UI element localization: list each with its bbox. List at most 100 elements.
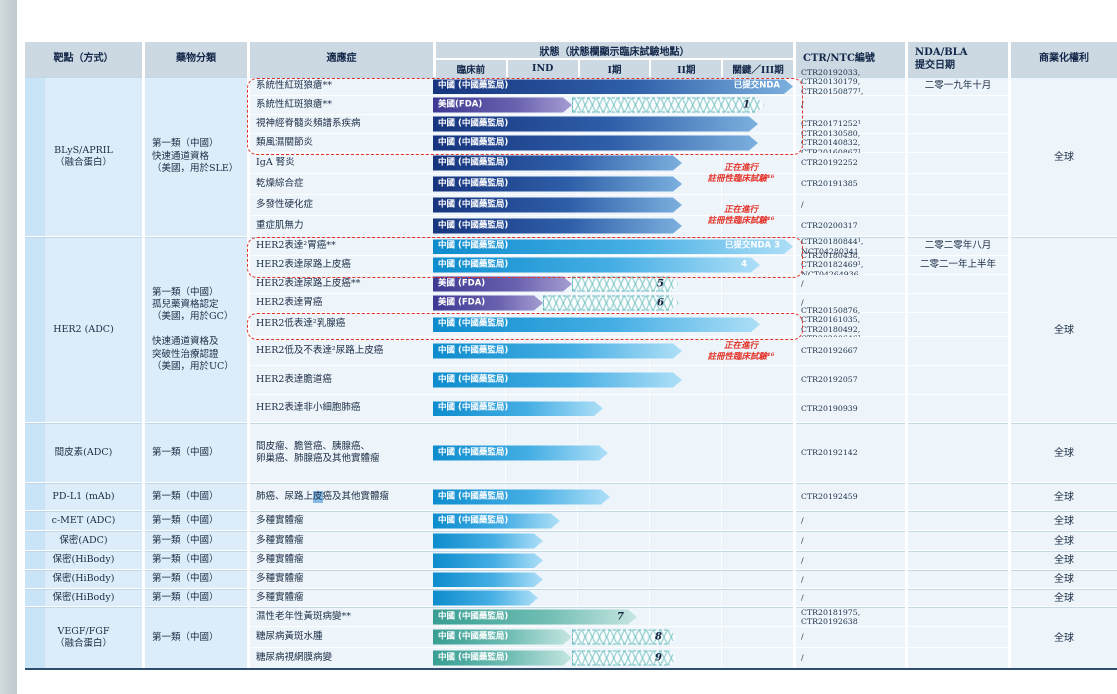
- drug-class-cell: 第一類（中國） 快速通道資格 （美國，用於SLE）: [145, 77, 247, 237]
- drug-class-cell: 第一類（中國）: [145, 531, 247, 551]
- pipeline-bar: 中國 (中國藥監局): [433, 117, 758, 132]
- phase-header-phase2: II期: [651, 60, 722, 77]
- ctr-cell: /: [796, 551, 905, 570]
- bar-hatched-segment: 8: [572, 630, 677, 645]
- indication-highlighted-char: 皮: [313, 490, 323, 504]
- indication-cell: 系統性紅斑狼瘡**: [250, 77, 433, 96]
- pipeline-bar: 中國 (中國藥監局): [433, 198, 682, 213]
- status-cell: 中國 (中國藥監局): [433, 366, 793, 395]
- bar-location-label: 中國 (中國藥監局): [438, 80, 509, 91]
- pipeline-bar: 中國 (中國藥監局): [433, 401, 603, 416]
- bar-location-label: 中國 (中國藥監局): [438, 447, 509, 458]
- ctr-cell: /: [796, 648, 905, 669]
- ongoing-trial-note: 正在進行 註冊性臨床試驗¹⁶: [707, 163, 775, 185]
- bar-location-label: 中國 (中國藥監局): [438, 178, 509, 189]
- bar-location-label: 中國 (中國藥監局): [438, 240, 509, 251]
- pipeline-bar: 中國 (中國藥監局): [433, 490, 610, 505]
- status-header-title: 狀態（狀態欄顯示臨床試驗地點）: [436, 42, 793, 58]
- status-cell: 中國 (中國藥監局): [433, 134, 793, 153]
- nda-date-cell: [908, 423, 1008, 483]
- nda-date-cell: [908, 337, 1008, 366]
- indication-cell: 間皮瘤、膽管癌、胰腺癌、 卵巢癌、肺腺癌及其他實體瘤: [250, 423, 433, 483]
- nda-date-cell: [908, 275, 1008, 294]
- indication-cell: HER2表達尿路上皮癌**: [250, 275, 433, 294]
- target-cell: PD-L1 (mAb): [25, 483, 142, 511]
- drug-class-cell: 第一類（中國）: [145, 483, 247, 511]
- indication-cell: 系統性紅斑狼瘡**: [250, 96, 433, 115]
- bar-location-label: 中國 (中國藥監局): [438, 199, 509, 210]
- ctr-cell: CTR20200317: [796, 216, 905, 237]
- indication-cell: 多種實體瘤: [250, 570, 433, 589]
- bar-status-label: 已提交NDA: [733, 80, 780, 91]
- bar-location-label: 美國 (FDA): [438, 297, 486, 308]
- ctr-cell: /: [796, 96, 905, 115]
- nda-date-cell: [908, 96, 1008, 115]
- pipeline-bar: [433, 591, 538, 606]
- indication-cell: HER2低及不表達²尿路上皮癌: [250, 337, 433, 366]
- drug-class-cell: 第一類（中國）: [145, 589, 247, 607]
- bar-phase-solid: 中國 (中國藥監局): [433, 651, 572, 666]
- pipeline-bar: 中國 (中國藥監局) 9: [433, 651, 677, 666]
- ctr-cell: CTR20192459: [796, 483, 905, 511]
- bar-location-label: 中國 (中國藥監局): [438, 515, 509, 526]
- status-cell: [433, 551, 793, 570]
- nda-date-cell: [908, 551, 1008, 570]
- ctr-cell: CTR20180438, CTR20182469¹, NCT04264936: [796, 251, 905, 279]
- bar-phase-solid: [433, 572, 543, 587]
- bar-phase-solid: 中國 (中國藥監局): [433, 630, 572, 645]
- indication-cell: 濕性老年性黃斑病變**: [250, 607, 433, 627]
- indication-cell: 多種實體瘤: [250, 531, 433, 551]
- pipeline-bar: 中國 (中國藥監局): [433, 373, 682, 388]
- status-cell: 中國 (中國藥監局) 已提交NDA: [433, 77, 793, 96]
- commercial-rights-cell: 全球: [1011, 483, 1117, 511]
- pipeline-bar: 中國 (中國藥監局): [433, 317, 760, 332]
- status-cell: 中國 (中國藥監局): [433, 337, 793, 366]
- indication-cell: 多種實體瘤: [250, 511, 433, 531]
- indication-cell: 糖尿病視網膜病變: [250, 648, 433, 669]
- status-cell: 中國 (中國藥監局) 9: [433, 648, 793, 669]
- nda-date-cell: [908, 313, 1008, 337]
- pipeline-bar: 中國 (中國藥監局) 7: [433, 610, 637, 625]
- indication-cell: HER2表達尿路上皮癌: [250, 256, 433, 275]
- bar-phase-solid: 中國 (中國藥監局): [433, 136, 758, 151]
- status-cell: 中國 (中國藥監局) 4: [433, 256, 793, 275]
- ctr-cell: /: [796, 531, 905, 551]
- bar-phase-solid: 中國 (中國藥監局): [433, 344, 682, 359]
- ctr-cell: CTR20180844¹, NCT04280341: [796, 237, 905, 256]
- status-cell: 中國 (中國藥監局) 已提交NDA 3: [433, 237, 793, 256]
- bar-location-label: 中國 (中國藥監局): [438, 491, 509, 502]
- indication-cell: 乾燥綜合症: [250, 174, 433, 195]
- pipeline-bar: [433, 572, 543, 587]
- bar-hatched-segment: 6: [543, 296, 679, 311]
- indication-cell: 重症肌無力: [250, 216, 433, 237]
- ctr-cell: /: [796, 275, 905, 294]
- bar-phase-solid: [433, 553, 543, 568]
- status-cell: [433, 570, 793, 589]
- bar-phase-solid: 中國 (中國藥監局) 7: [433, 610, 637, 625]
- status-cell: [433, 531, 793, 551]
- status-cell: 中國 (中國藥監局) 8: [433, 627, 793, 648]
- pipeline-bar: [433, 553, 543, 568]
- status-cell: 中國 (中國藥監局): [433, 115, 793, 134]
- bar-location-label: 中國 (中國藥監局): [438, 611, 509, 622]
- bar-location-label: 中國 (中國藥監局): [438, 137, 509, 148]
- bar-location-label: 中國 (中國藥監局): [438, 402, 509, 413]
- status-cell: 中國 (中國藥監局): [433, 483, 793, 511]
- ongoing-trial-note: 正在進行 註冊性臨床試驗¹⁶: [707, 341, 775, 363]
- phase-header-phase1: I期: [579, 60, 650, 77]
- bar-phase-solid: [433, 591, 538, 606]
- bar-phase-solid: 中國 (中國藥監局): [433, 177, 682, 192]
- pipeline-bar: 中國 (中國藥監局) 已提交NDA: [433, 79, 793, 94]
- col-header-target: 靶點（方式）: [25, 42, 142, 77]
- bar-phase-solid: 中國 (中國藥監局): [433, 490, 610, 505]
- ctr-cell: CTR20192667: [796, 337, 905, 366]
- ctr-cell: CTR20181975, CTR20192638: [796, 607, 905, 627]
- bar-phase-solid: 中國 (中國藥監局) 4: [433, 258, 760, 273]
- bar-location-label: 中國 (中國藥監局): [438, 259, 509, 270]
- indication-text: 癌及其他實體瘤: [322, 490, 390, 502]
- bar-location-label: 中國 (中國藥監局): [438, 345, 509, 356]
- col-header-indication: 適應症: [250, 42, 433, 77]
- status-cell: [433, 589, 793, 607]
- bar-location-label: 美國(FDA): [438, 99, 483, 110]
- bar-status-label: 已提交NDA 3: [724, 240, 780, 251]
